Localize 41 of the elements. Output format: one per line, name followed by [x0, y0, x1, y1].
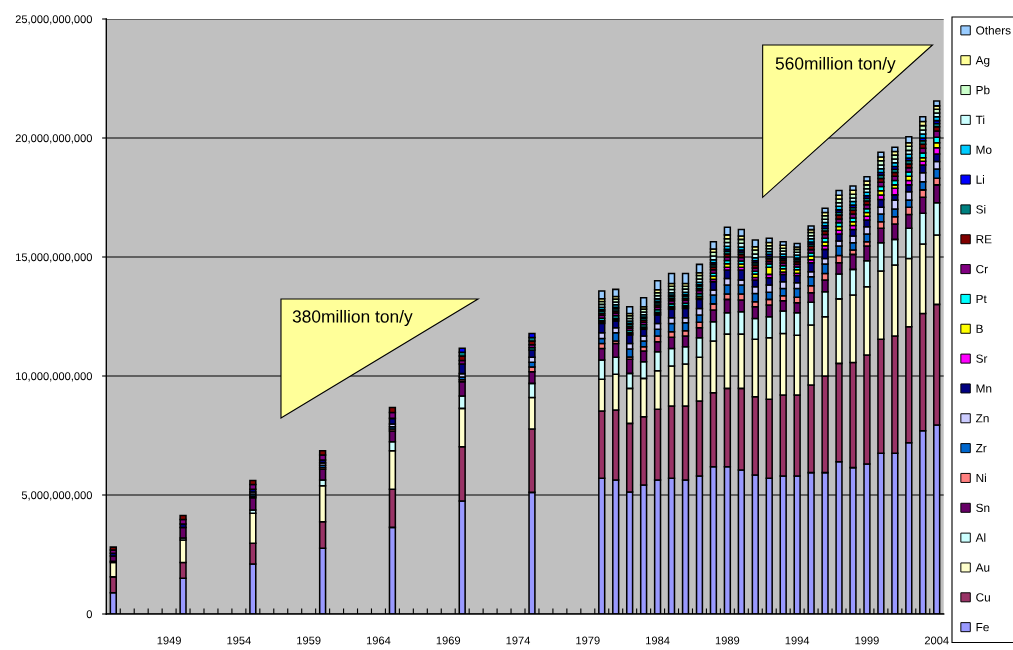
legend-label: Mo — [976, 145, 992, 154]
x-tick-label: 1964 — [366, 636, 391, 645]
legend-label: Ag — [975, 56, 990, 67]
x-tick-label: 1954 — [227, 636, 251, 645]
y-tick-label: 20,000,000,000 — [15, 134, 92, 144]
annotation: 380million ton/y — [292, 309, 413, 327]
legend-label: Si — [976, 204, 986, 214]
y-tick-label: 0 — [86, 610, 92, 619]
legend-label: Cr — [976, 264, 988, 274]
legend-label: RE — [976, 235, 992, 244]
legend-label: Al — [975, 533, 986, 542]
y-tick-label: 5,000,000,000 — [21, 491, 92, 501]
legend-label: Ti — [975, 115, 985, 124]
legend-label: Others — [976, 25, 1011, 35]
x-tick-label: 2004 — [924, 636, 949, 645]
legend-label: Ni — [976, 473, 986, 483]
legend-label: Pt — [976, 294, 987, 304]
legend-label: Sn — [976, 503, 990, 513]
x-tick-label: 1969 — [436, 636, 461, 645]
annotation: 560million ton/y — [775, 56, 896, 74]
legend-label: Zr — [975, 444, 987, 453]
legend-label: Au — [975, 563, 990, 572]
x-tick-label: 1949 — [157, 636, 181, 645]
x-tick-label: 1989 — [715, 636, 740, 645]
legend-label: Cu — [976, 593, 990, 602]
legend-label: Li — [976, 175, 984, 184]
legend-label: Pb — [976, 85, 990, 95]
y-tick-label: 15,000,000,000 — [16, 253, 92, 263]
legend-label: Mn — [976, 384, 992, 393]
legend-label: Fe — [976, 623, 989, 632]
legend-label: Sr — [976, 354, 988, 363]
y-tick-label: 25,000,000,000 — [15, 15, 92, 25]
x-tick-label: 1984 — [646, 636, 670, 645]
legend-label: B — [976, 324, 983, 333]
x-tick-label: 1974 — [506, 636, 531, 645]
x-tick-label: 1999 — [855, 636, 879, 645]
legend-label: Zn — [975, 414, 989, 423]
x-tick-label: 1994 — [785, 636, 810, 645]
x-tick-label: 1959 — [297, 636, 321, 645]
x-tick-label: 1979 — [576, 636, 600, 645]
y-tick-label: 10,000,000,000 — [16, 372, 92, 382]
